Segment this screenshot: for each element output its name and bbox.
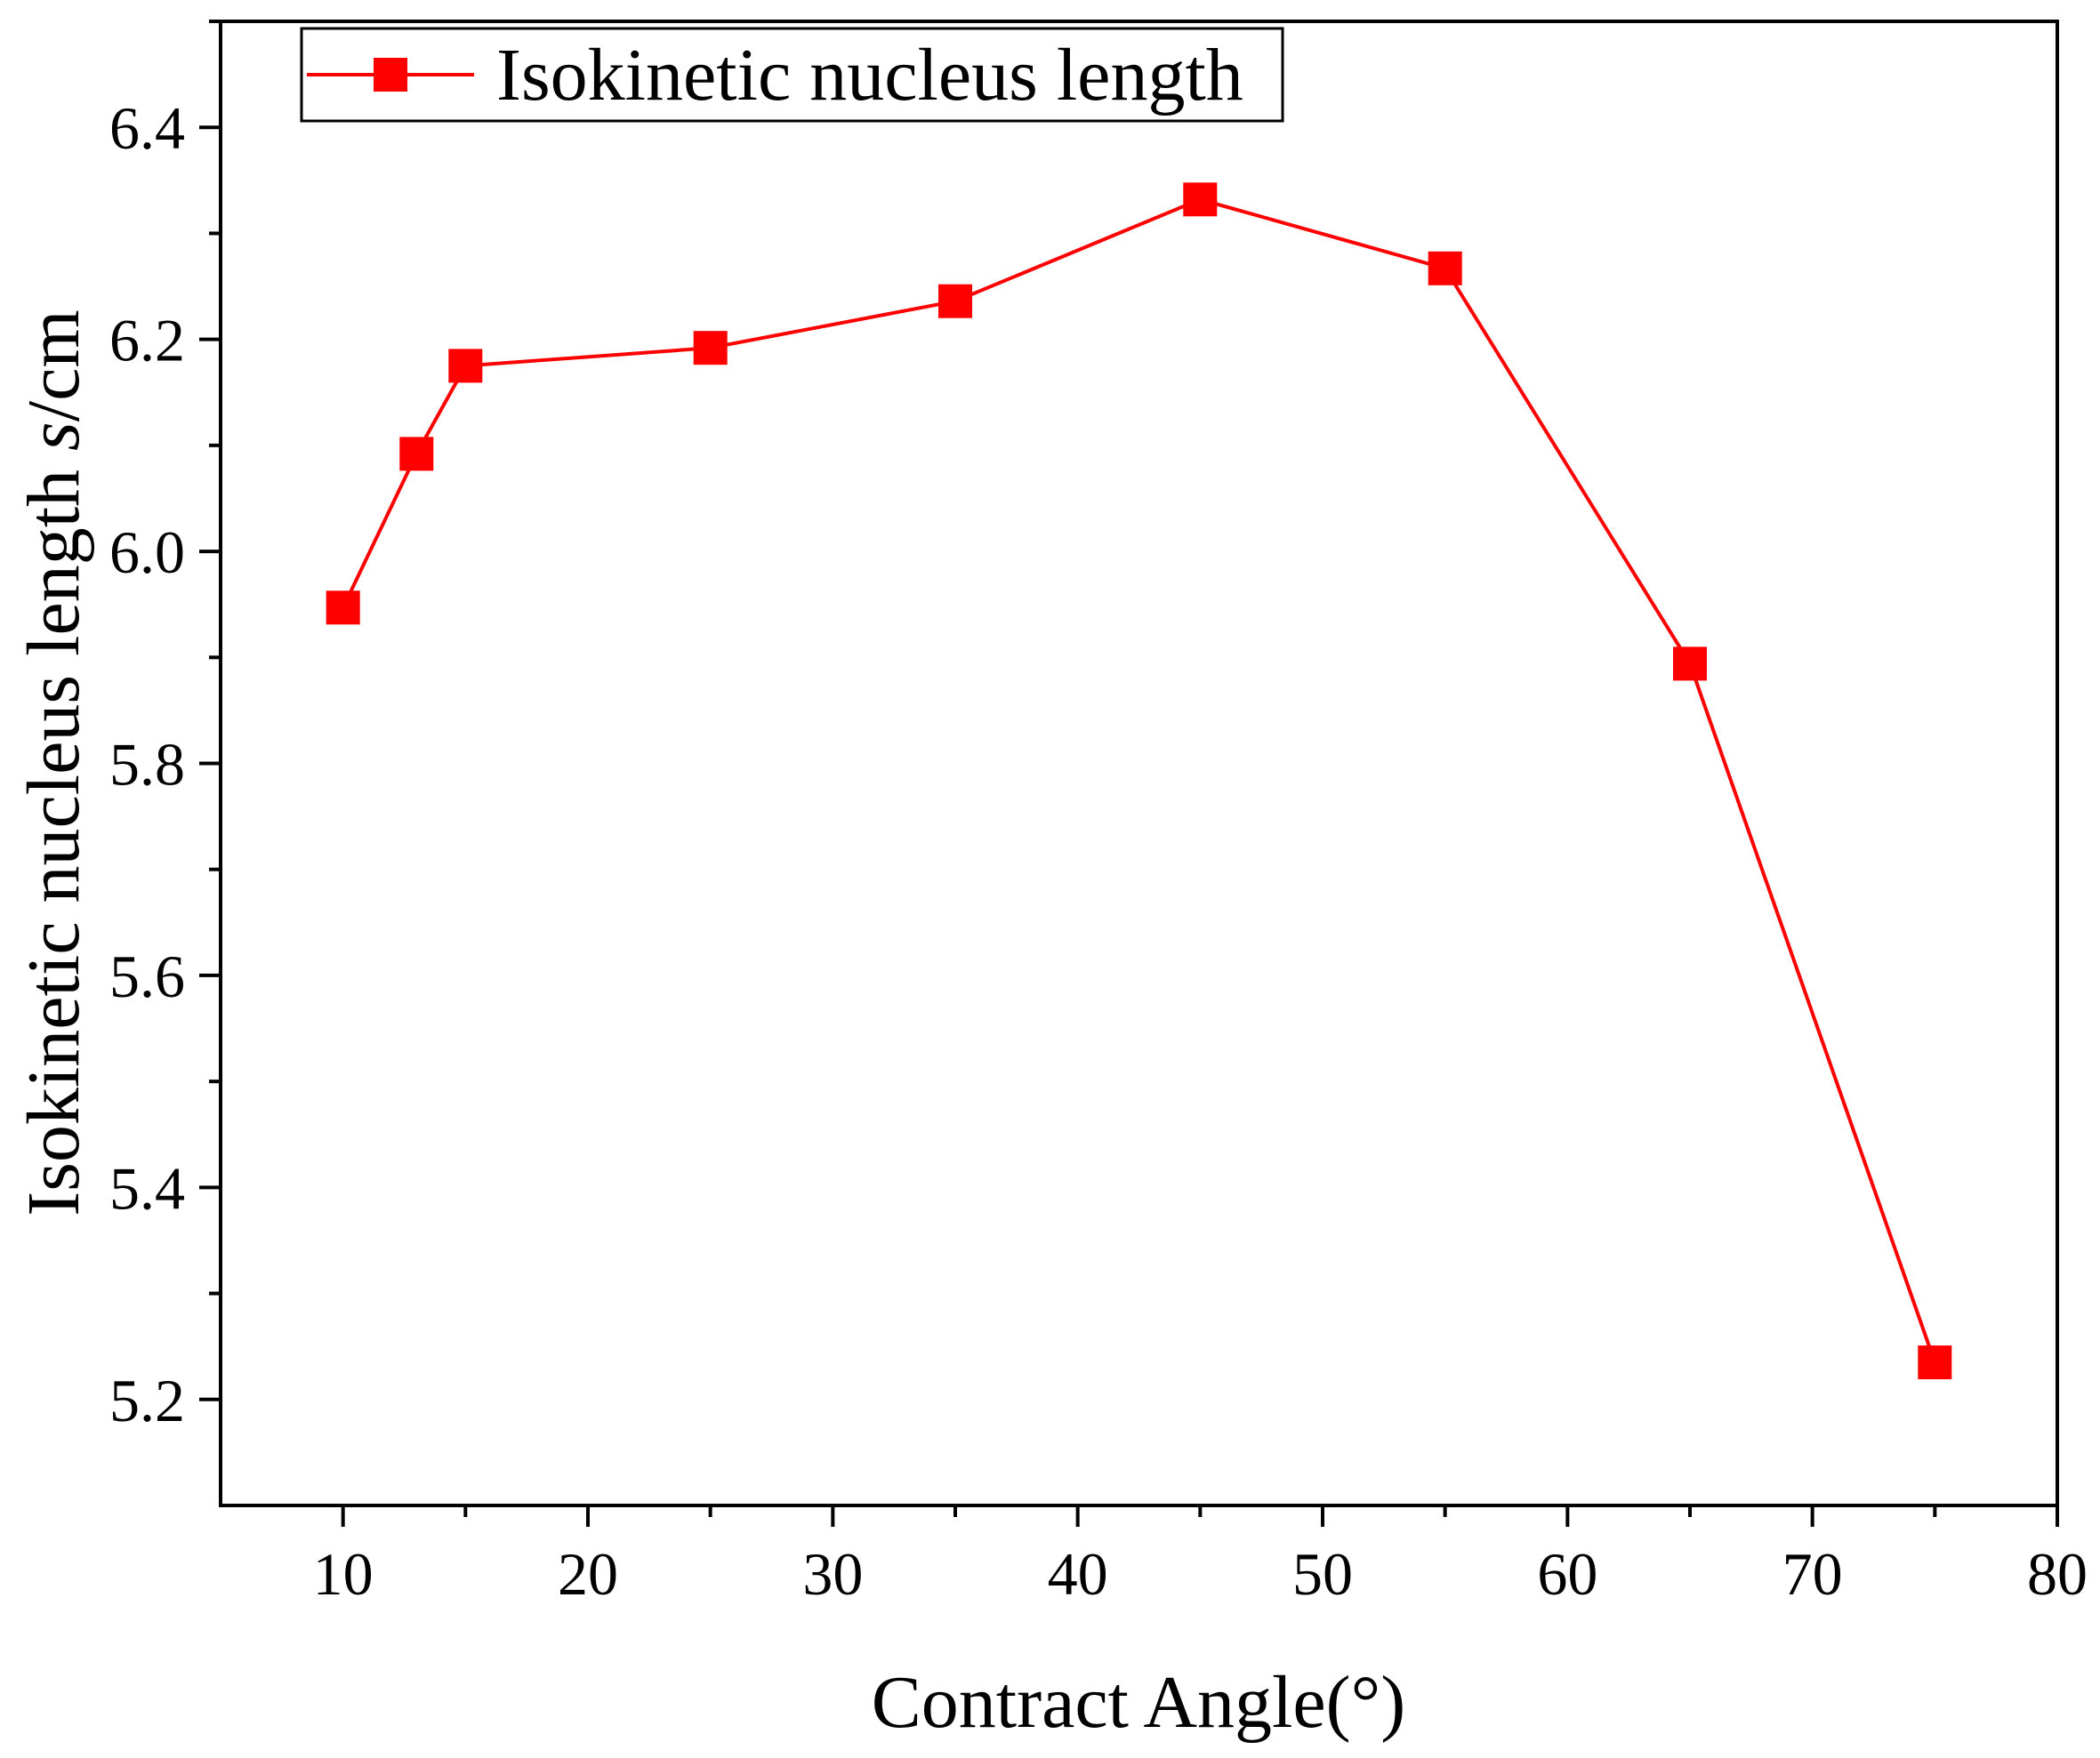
x-tick-label: 20 xyxy=(558,1540,618,1608)
data-point-marker xyxy=(326,590,360,625)
x-tick-label: 70 xyxy=(1782,1540,1843,1608)
data-point-marker xyxy=(399,437,434,471)
x-tick-labels: 10 20 30 40 50 60 70 80 xyxy=(313,1540,2088,1608)
x-tick-label: 10 xyxy=(313,1540,374,1608)
axis-ticks xyxy=(199,20,2059,1527)
data-point-marker xyxy=(1183,182,1218,217)
y-axis-title: Isokinetic nucleus length s/cm xyxy=(12,309,95,1216)
x-tick-label: 80 xyxy=(2027,1540,2088,1608)
y-axis-title-symbol: s xyxy=(12,421,95,451)
y-tick-labels: 5.2 5.4 5.6 5.8 6.0 6.2 6.4 xyxy=(109,94,185,1434)
x-tick-label: 40 xyxy=(1048,1540,1108,1608)
y-tick-label: 6.2 xyxy=(109,307,185,374)
data-point-marker xyxy=(938,284,972,318)
legend-label: Isokinetic nucleus length xyxy=(496,34,1243,116)
data-point-marker xyxy=(693,331,728,365)
x-axis-title: Contract Angle(°) xyxy=(872,1661,1405,1744)
y-tick-label: 6.0 xyxy=(109,518,185,586)
y-tick-label: 6.4 xyxy=(109,94,185,162)
data-point-marker xyxy=(1673,646,1707,681)
y-axis-title-main: Isokinetic nucleus length xyxy=(12,451,95,1216)
x-tick-label: 60 xyxy=(1537,1540,1597,1608)
plot-frame xyxy=(219,20,2059,1507)
y-tick-label: 5.8 xyxy=(109,731,185,799)
x-tick-label: 30 xyxy=(802,1540,863,1608)
data-point-marker xyxy=(448,349,483,383)
legend-marker-square xyxy=(374,58,407,92)
series-layer xyxy=(326,182,1952,1380)
data-point-marker xyxy=(1428,251,1462,285)
series-line xyxy=(341,197,1937,1363)
legend: Isokinetic nucleus length xyxy=(300,27,1284,123)
y-tick-label: 5.4 xyxy=(109,1154,185,1222)
y-tick-label: 5.6 xyxy=(109,943,185,1010)
x-tick-label: 50 xyxy=(1292,1540,1353,1608)
y-axis-title-unit: /cm xyxy=(12,309,95,421)
y-tick-label: 5.2 xyxy=(109,1367,185,1434)
data-point-marker xyxy=(1918,1345,1952,1380)
